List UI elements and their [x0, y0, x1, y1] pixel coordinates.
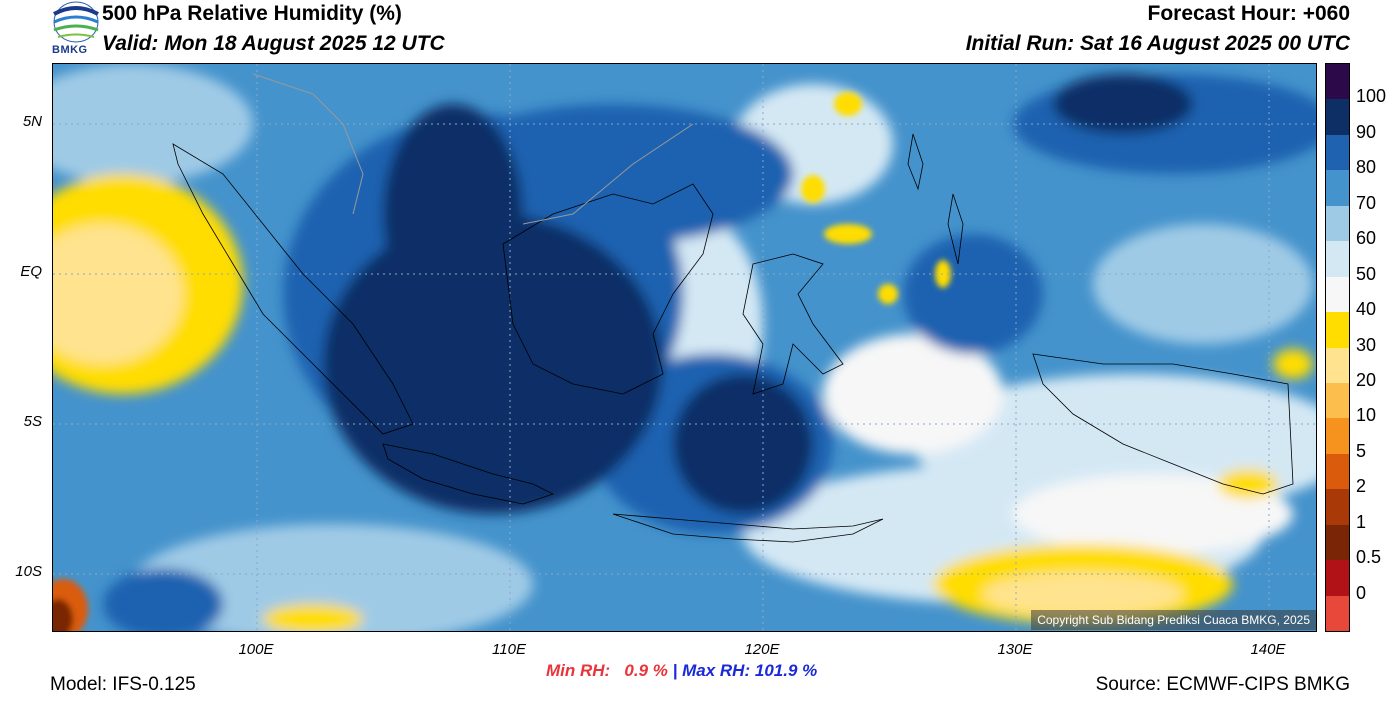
colorbar-label: 1 [1356, 511, 1367, 532]
minmax-separator: | [672, 661, 678, 680]
colorbar-segment [1326, 134, 1349, 171]
colorbar-label: 90 [1356, 121, 1377, 142]
bmkg-logo-icon [53, 1, 99, 43]
colorbar-segment [1326, 205, 1349, 242]
colorbar-segment [1326, 99, 1349, 135]
colorbar-label: 70 [1356, 192, 1377, 213]
humidity-field [53, 64, 1316, 631]
lon-tick-120e: 120E [744, 641, 780, 658]
min-max-rh: Min RH: 0.9 % | Max RH: 101.9 % [546, 661, 817, 681]
colorbar-segment [1326, 312, 1349, 348]
humidity-map [52, 63, 1317, 632]
colorbar-label: 5 [1356, 440, 1367, 461]
colorbar-segment [1326, 489, 1349, 525]
colorbar-label: 30 [1356, 334, 1377, 355]
logo-text: BMKG [52, 44, 88, 56]
coastlines [172, 133, 1294, 543]
map-title: 500 hPa Relative Humidity (%) [102, 2, 402, 25]
initial-run: Initial Run: Sat 16 August 2025 00 UTC [965, 32, 1350, 55]
colorbar-label: 2 [1356, 476, 1367, 497]
colorbar-label: 0 [1356, 582, 1367, 603]
max-rh-label: Max RH: [682, 661, 751, 680]
colorbar-segment [1326, 560, 1349, 596]
lat-tick-eq: EQ [20, 263, 42, 280]
lon-tick-110e: 110E [492, 641, 526, 658]
forecast-hour: Forecast Hour: +060 [1147, 2, 1351, 25]
colorbar-segment [1326, 64, 1349, 100]
source-label: Source: ECMWF-CIPS BMKG [1095, 674, 1350, 695]
colorbar-segment [1326, 418, 1349, 454]
lat-tick-5s: 5S [23, 413, 42, 430]
lon-tick-140e: 140E [1250, 641, 1286, 658]
lon-tick-130e: 130E [997, 641, 1033, 658]
colorbar-label: 80 [1356, 157, 1377, 178]
colorbar-segment [1326, 170, 1349, 206]
colorbar [1325, 63, 1350, 632]
colorbar-label: 0.5 [1356, 547, 1382, 568]
max-rh-value: 101.9 % [754, 661, 818, 680]
min-rh-label: Min RH: [546, 661, 611, 680]
colorbar-label: 10 [1356, 405, 1377, 426]
colorbar-segment [1326, 524, 1349, 561]
colorbar-segment [1326, 241, 1349, 277]
colorbar-label: 20 [1356, 369, 1377, 390]
colorbar-segment [1326, 276, 1349, 313]
bmkg-logo: BMKG [50, 0, 102, 60]
colorbar-segment [1326, 347, 1349, 383]
model-label: Model: IFS-0.125 [50, 674, 196, 695]
colorbar-label: 60 [1356, 228, 1377, 249]
lat-tick-10s: 10S [15, 563, 42, 580]
colorbar-segment [1326, 595, 1349, 631]
colorbar-label: 40 [1356, 299, 1377, 320]
min-rh-value: 0.9 % [624, 661, 668, 680]
colorbar-label: 50 [1356, 263, 1377, 284]
colorbar-segment [1326, 382, 1349, 419]
copyright-note: Copyright Sub Bidang Prediksi Cuaca BMKG… [1031, 610, 1316, 630]
colorbar-label: 100 [1356, 86, 1387, 107]
lat-tick-5n: 5N [22, 113, 42, 130]
valid-time: Valid: Mon 18 August 2025 12 UTC [102, 32, 445, 55]
colorbar-segment [1326, 453, 1349, 490]
lon-tick-100e: 100E [238, 641, 274, 658]
